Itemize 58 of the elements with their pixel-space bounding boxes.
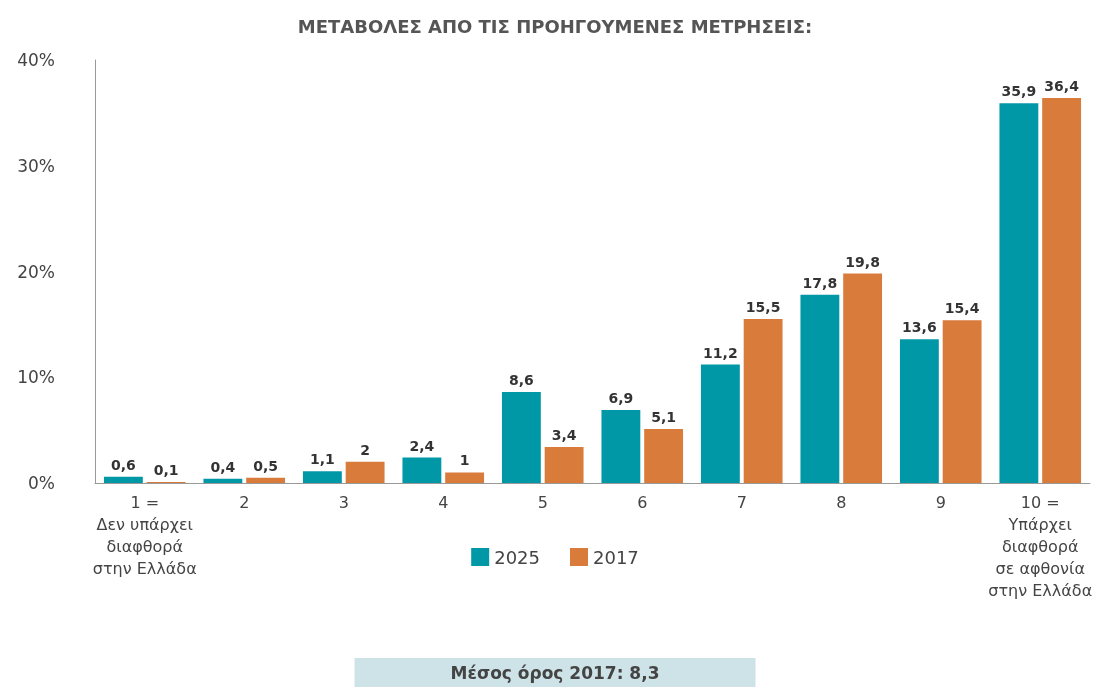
data-label: 17,8 (802, 274, 838, 291)
data-label: 1 (459, 452, 470, 469)
y-tick-label: 0% (28, 473, 55, 493)
data-label: 13,6 (902, 319, 937, 336)
bar (1042, 98, 1082, 483)
bar (644, 429, 684, 483)
bar (203, 478, 243, 483)
bar (800, 294, 840, 483)
y-tick-label: 20% (17, 261, 55, 282)
bar (743, 319, 783, 483)
bar (999, 103, 1039, 483)
text: Μέσος όρος 2017: 8,3 (450, 662, 660, 683)
x-tick-label: 8 (836, 492, 847, 512)
legend-label: 2017 (593, 546, 639, 568)
data-label: 19,8 (845, 253, 880, 270)
y-tick-label: 10% (17, 367, 55, 388)
data-label: 8,6 (508, 372, 534, 389)
data-label: 35,9 (1001, 83, 1037, 100)
bar (601, 410, 641, 483)
data-label: 36,4 (1044, 78, 1080, 95)
bar (445, 472, 485, 483)
bar (544, 447, 584, 483)
data-label: 6,9 (608, 390, 634, 407)
x-tick-label: 3 (338, 492, 349, 512)
x-tick-label: 1 = Δεν υπάρχει διαφθορά στην Ελλάδα (92, 492, 197, 578)
data-label: 1,1 (309, 451, 335, 468)
x-tick-label: 9 (935, 492, 946, 512)
bar (246, 477, 286, 483)
data-label: 0,6 (110, 456, 136, 473)
x-tick-label: 2 (239, 492, 250, 512)
bar (345, 461, 385, 483)
bar (103, 476, 143, 483)
bar (843, 273, 883, 483)
bar (302, 471, 342, 483)
data-label: 0,4 (210, 458, 236, 475)
data-label: 5,1 (651, 409, 677, 426)
bar (700, 364, 740, 483)
data-label: 2 (360, 441, 370, 458)
data-label: 0,1 (153, 461, 179, 478)
x-tick-label: 6 (637, 492, 648, 512)
x-tick-label: 10 = Υπάρχει διαφθορά σε αφθονία στην Ελλάδα (988, 492, 1093, 600)
x-tick-label: 4 (438, 492, 449, 512)
data-label: 11,2 (703, 344, 738, 361)
bar (942, 320, 982, 483)
bar (402, 457, 442, 483)
bar (501, 392, 541, 483)
legend-label: 2025 (494, 546, 540, 568)
bar (899, 339, 939, 483)
chart-title: ΜΕΤΑΒΟΛΕΣ ΑΠΟ ΤΙΣ ΠΡΟΗΓΟΥΜΕΝΕΣ ΜΕΤΡΗΣΕΙΣ: (297, 15, 813, 37)
y-tick-label: 40% (17, 50, 55, 70)
data-label: 3,4 (551, 427, 577, 444)
data-label: 0,5 (253, 457, 279, 474)
x-tick-label: 5 (537, 492, 548, 512)
y-tick-label: 30% (17, 155, 55, 176)
data-label: 2,4 (409, 437, 435, 454)
x-tick-label: 7 (736, 492, 747, 512)
data-label: 15,4 (944, 300, 980, 317)
data-label: 15,5 (745, 299, 781, 316)
